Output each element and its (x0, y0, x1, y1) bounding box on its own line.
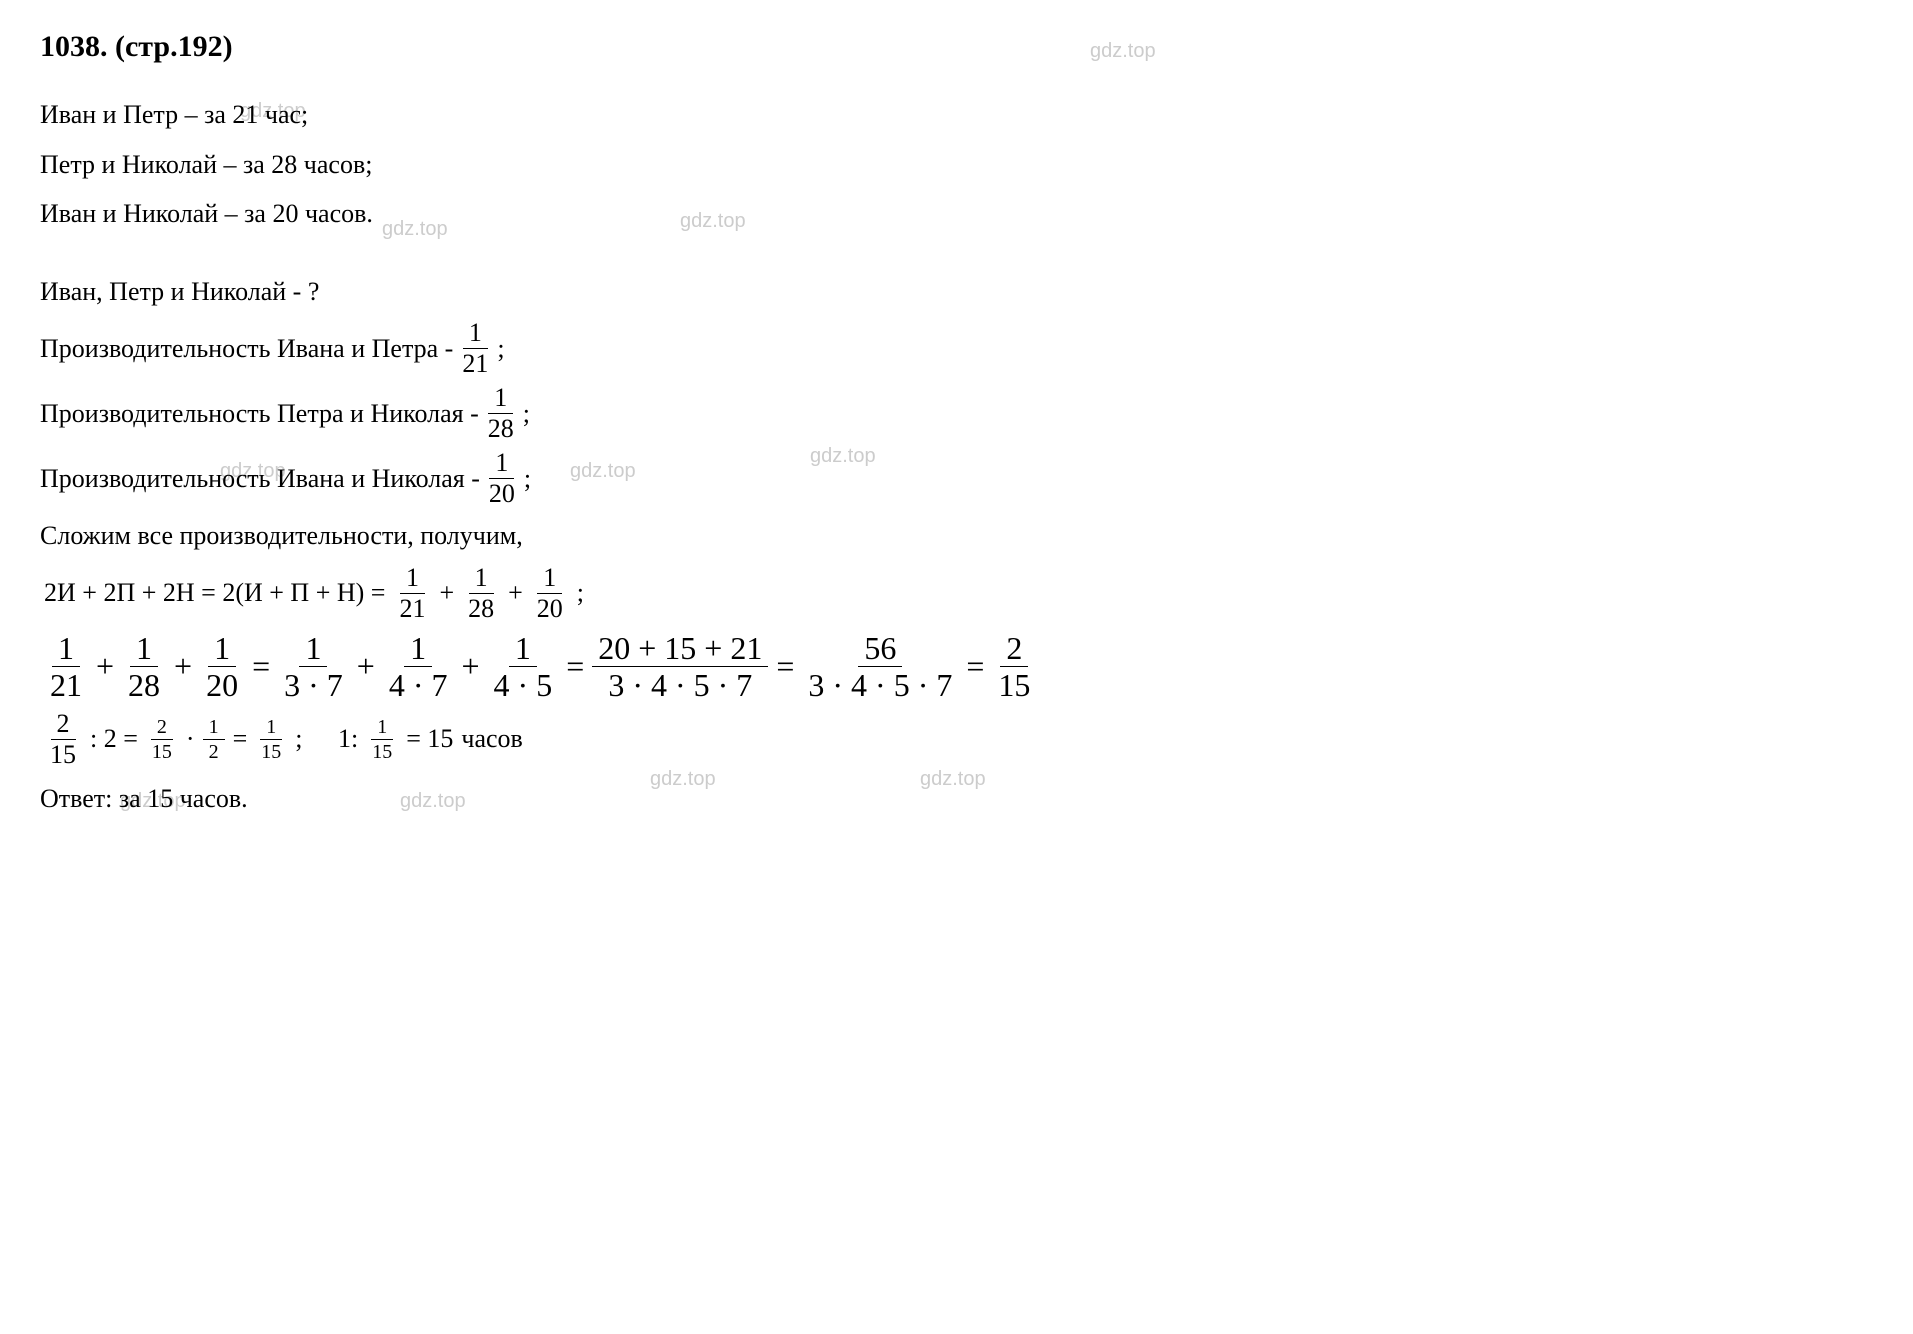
denominator: 2 (203, 740, 225, 762)
denominator: 15 (366, 740, 398, 762)
fraction-big-2: 56 3 · 4 · 5 · 7 (802, 632, 958, 701)
numerator: 1 (488, 385, 513, 414)
fraction-result: 2 15 (992, 632, 1036, 701)
operator-equals: = (252, 648, 270, 685)
fraction: 1 3 · 7 (278, 632, 349, 701)
denominator: 3 · 4 · 5 · 7 (802, 667, 958, 701)
denominator: 15 (146, 740, 178, 762)
one-divide-text: 1: (338, 724, 358, 754)
given-line-1: Иван и Петр – за 21 час; (40, 94, 1873, 136)
label-text: Производительность Ивана и Петра - (40, 328, 453, 370)
numerator: 1 (208, 632, 236, 667)
operator-plus: + (462, 648, 480, 685)
numerator: 1 (509, 632, 537, 667)
fraction: 1 4 · 5 (488, 632, 559, 701)
operator-plus: + (508, 578, 523, 608)
fraction-big: 20 + 15 + 21 3 · 4 · 5 · 7 (592, 632, 768, 701)
fraction: 1 28 (462, 565, 500, 622)
productivity-ivan-nikolay: Производительность Ивана и Николая - 1 2… (40, 450, 1873, 507)
denominator: 15 (992, 667, 1036, 701)
operator-plus: + (357, 648, 375, 685)
fraction-1-28: 1 28 (482, 385, 520, 442)
fraction: 1 20 (531, 565, 569, 622)
given-line-3: Иван и Николай – за 20 часов. (40, 193, 1873, 235)
punctuation: ; (295, 724, 302, 754)
productivity-petr-nikolay: Производительность Петра и Николая - 1 2… (40, 385, 1873, 442)
denominator: 28 (482, 414, 520, 442)
denominator: 4 · 5 (488, 667, 559, 701)
label-text: Производительность Ивана и Николая - (40, 458, 480, 500)
equation-sum: 2И + 2П + 2Н = 2(И + П + Н) = 1 21 + 1 2… (40, 565, 1873, 622)
numerator: 1 (299, 632, 327, 667)
operator-equals: = (566, 648, 584, 685)
operator-equals: = (233, 724, 248, 754)
operator-plus: + (439, 578, 454, 608)
punctuation: ; (497, 328, 504, 370)
punctuation: ; (523, 393, 530, 435)
denominator: 3 · 7 (278, 667, 349, 701)
numerator: 1 (489, 450, 514, 479)
denominator: 15 (44, 740, 82, 768)
numerator: 1 (52, 632, 80, 667)
fraction-1-21: 1 21 (456, 320, 494, 377)
denominator: 28 (462, 594, 500, 622)
numerator: 1 (400, 565, 425, 594)
question-line: Иван, Петр и Николай - ? (40, 271, 1873, 313)
problem-title: 1038. (стр.192) (40, 30, 1873, 64)
operator-plus: + (96, 648, 114, 685)
sum-label: Сложим все производительности, получим, (40, 515, 1873, 557)
result-15: = 15 (406, 724, 453, 754)
expression-text: 2И + 2П + 2Н = 2(И + П + Н) = (44, 578, 385, 608)
given-line-2: Петр и Николай – за 28 часов; (40, 144, 1873, 186)
fraction: 1 4 · 7 (383, 632, 454, 701)
numerator: 1 (404, 632, 432, 667)
denominator: 21 (44, 667, 88, 701)
punctuation: ; (577, 578, 584, 608)
numerator: 2 (1000, 632, 1028, 667)
denominator: 3 · 4 · 5 · 7 (602, 667, 758, 701)
hours-label: часов (461, 724, 522, 754)
numerator: 1 (130, 632, 158, 667)
denominator: 21 (393, 594, 431, 622)
operator-equals: = (776, 648, 794, 685)
denominator: 15 (255, 740, 287, 762)
numerator: 1 (537, 565, 562, 594)
denominator: 4 · 7 (383, 667, 454, 701)
divide-text: : 2 = (90, 724, 138, 754)
denominator: 20 (531, 594, 569, 622)
denominator: 28 (122, 667, 166, 701)
numerator: 1 (203, 717, 225, 740)
punctuation: ; (524, 458, 531, 500)
label-text: Производительность Петра и Николая - (40, 393, 479, 435)
numerator: 2 (51, 711, 76, 740)
numerator: 1 (469, 565, 494, 594)
numerator: 2 (151, 717, 173, 740)
fraction: 2 15 (44, 711, 82, 768)
spacing (310, 724, 330, 754)
fraction: 1 21 (44, 632, 88, 701)
equation-long: 1 21 + 1 28 + 1 20 = 1 3 · 7 + 1 4 · 7 +… (40, 632, 1873, 701)
denominator: 20 (200, 667, 244, 701)
fraction-1-20: 1 20 (483, 450, 521, 507)
fraction: 1 2 (203, 717, 225, 762)
numerator: 1 (463, 320, 488, 349)
numerator: 1 (260, 717, 282, 740)
productivity-ivan-petr: Производительность Ивана и Петра - 1 21 … (40, 320, 1873, 377)
fraction: 2 15 (146, 717, 178, 762)
numerator: 1 (371, 717, 393, 740)
operator-plus: + (174, 648, 192, 685)
numerator: 20 + 15 + 21 (592, 632, 768, 667)
equation-final: 2 15 : 2 = 2 15 · 1 2 = 1 15 ; 1: 1 15 =… (40, 711, 1873, 768)
numerator: 56 (858, 632, 902, 667)
fraction: 1 28 (122, 632, 166, 701)
operator-middot: · (186, 724, 195, 754)
denominator: 21 (456, 349, 494, 377)
fraction: 1 21 (393, 565, 431, 622)
operator-equals: = (966, 648, 984, 685)
fraction: 1 15 (366, 717, 398, 762)
fraction: 1 15 (255, 717, 287, 762)
denominator: 20 (483, 479, 521, 507)
fraction: 1 20 (200, 632, 244, 701)
answer-line: Ответ: за 15 часов. (40, 778, 1873, 820)
